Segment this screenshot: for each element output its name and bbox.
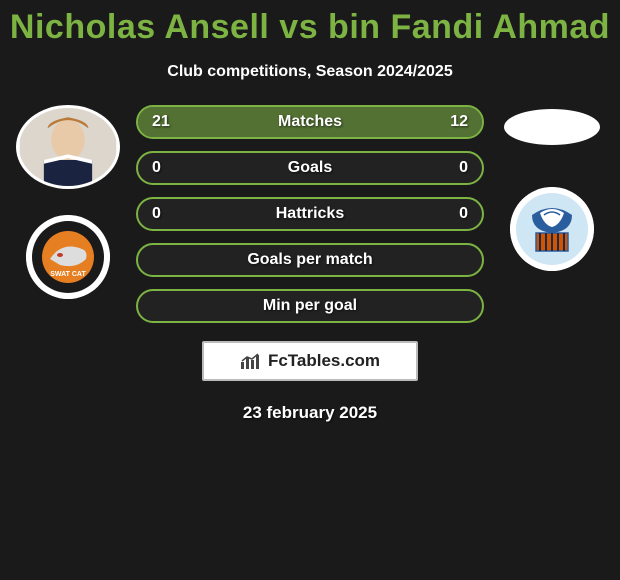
stats-column: 21 Matches 12 0 Goals 0 0 Hattricks 0 Goals per m… bbox=[128, 105, 492, 323]
stat-left-value: 0 bbox=[152, 205, 161, 223]
club-badge-icon: SWAT CAT bbox=[26, 215, 110, 299]
svg-text:SWAT CAT: SWAT CAT bbox=[50, 271, 86, 278]
player-right-club-badge bbox=[510, 187, 594, 271]
player-right-column bbox=[492, 105, 612, 271]
brand-watermark[interactable]: FcTables.com bbox=[202, 341, 418, 381]
brand-text: FcTables.com bbox=[268, 351, 380, 371]
stat-label: Goals bbox=[288, 159, 332, 177]
avatar-icon bbox=[19, 108, 117, 186]
stat-label: Goals per match bbox=[247, 251, 372, 269]
stat-right-value: 12 bbox=[450, 113, 468, 131]
page-title: Nicholas Ansell vs bin Fandi Ahmad bbox=[0, 0, 620, 47]
stat-bar: Min per goal bbox=[136, 289, 484, 323]
chart-icon bbox=[240, 352, 262, 370]
stat-bar: 0 Hattricks 0 bbox=[136, 197, 484, 231]
main-row: SWAT CAT 21 Matches 12 0 Goals 0 0 Hattricks 0 Go… bbox=[0, 105, 620, 323]
club-badge-icon bbox=[510, 187, 594, 271]
stat-label: Matches bbox=[278, 113, 342, 131]
stat-label: Hattricks bbox=[276, 205, 344, 223]
player-right-avatar bbox=[504, 109, 600, 145]
stat-left-value: 21 bbox=[152, 113, 170, 131]
stat-bar: Goals per match bbox=[136, 243, 484, 277]
subtitle: Club competitions, Season 2024/2025 bbox=[0, 63, 620, 81]
stat-right-value: 0 bbox=[459, 205, 468, 223]
stat-bar: 0 Goals 0 bbox=[136, 151, 484, 185]
stat-bar: 21 Matches 12 bbox=[136, 105, 484, 139]
date-label: 23 february 2025 bbox=[0, 403, 620, 423]
player-left-club-badge: SWAT CAT bbox=[26, 215, 110, 299]
comparison-card: Nicholas Ansell vs bin Fandi Ahmad Club … bbox=[0, 0, 620, 423]
player-left-column: SWAT CAT bbox=[8, 105, 128, 299]
stat-left-value: 0 bbox=[152, 159, 161, 177]
player-left-avatar bbox=[16, 105, 120, 189]
stat-right-value: 0 bbox=[459, 159, 468, 177]
stat-label: Min per goal bbox=[263, 297, 357, 315]
